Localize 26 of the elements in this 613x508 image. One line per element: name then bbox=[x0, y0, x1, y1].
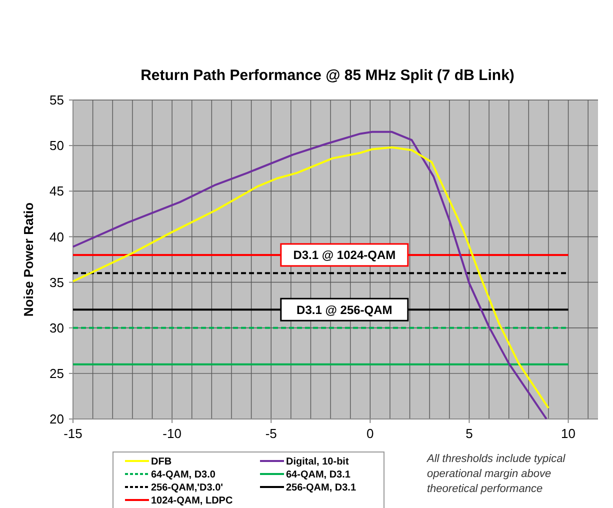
y-tick-label: 35 bbox=[50, 274, 64, 290]
text: All thresholds include typical operational margin above theoretical performance bbox=[426, 453, 566, 495]
x-tick-label: -10 bbox=[162, 426, 182, 441]
x-tick-label: 5 bbox=[466, 426, 473, 441]
x-tick-label: 0 bbox=[366, 426, 374, 441]
legend-label: Digital, 10-bit bbox=[286, 456, 350, 468]
y-tick-label: 55 bbox=[50, 92, 64, 108]
chart-title: Return Path Performance @ 85 MHz Split (7 dB Link) bbox=[140, 67, 514, 84]
legend-label: 256-QAM,'D3.0' bbox=[151, 482, 224, 494]
y-tick-label: 25 bbox=[50, 366, 64, 381]
annotation: D3.1 @ 1024-QAM bbox=[293, 248, 396, 262]
legend-label: 64-QAM, D3.1 bbox=[286, 470, 351, 480]
y-axis-title: Noise Power Ratio bbox=[21, 202, 36, 317]
y-tick-label: 40 bbox=[50, 229, 64, 244]
y-tick-label: 45 bbox=[50, 184, 64, 199]
x-tick-label: -5 bbox=[265, 426, 277, 441]
y-tick-label: 50 bbox=[50, 138, 64, 154]
legend-label: 1024-QAM, LDPC bbox=[151, 496, 233, 506]
legend-label: 64-QAM, D3.0 bbox=[151, 470, 216, 480]
y-tick-label: 20 bbox=[50, 412, 64, 427]
legend-label: DFB bbox=[151, 456, 172, 468]
annotation: D3.1 @ 256-QAM bbox=[296, 302, 392, 317]
x-tick-label: -15 bbox=[64, 426, 82, 441]
y-tick-label: 30 bbox=[50, 320, 64, 336]
x-tick-label: 10 bbox=[561, 426, 576, 441]
legend-label: 256-QAM, D3.1 bbox=[286, 482, 356, 494]
